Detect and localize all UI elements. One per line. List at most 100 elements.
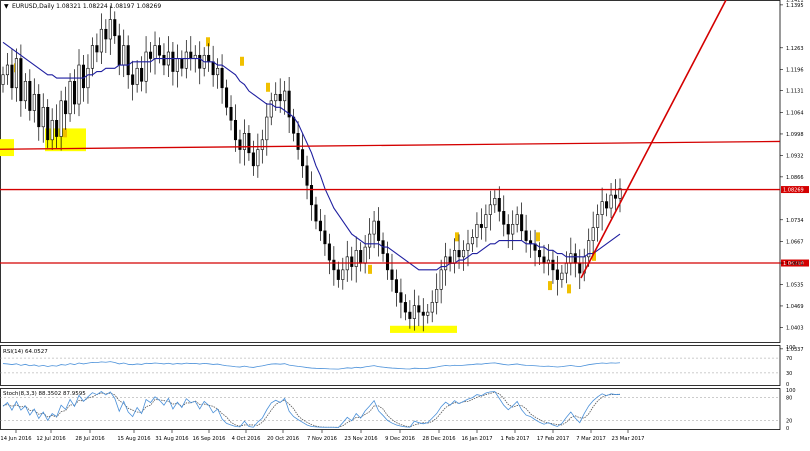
candle-body	[144, 51, 148, 82]
candle-body	[278, 93, 282, 102]
time-tick-label: 9 Dec 2016	[385, 436, 415, 442]
candle-body	[59, 100, 63, 137]
candle-body	[238, 139, 242, 150]
time-axis: 14 Jun 2016 12 Jul 2016 28 Jul 2016 15 Aug …	[0, 430, 644, 442]
candle-body	[5, 64, 10, 76]
candle-body	[493, 198, 497, 206]
rising-trend-line	[580, 0, 727, 279]
candle-series	[1, 5, 622, 332]
moving-average-line	[2, 41, 621, 271]
price-tick-label: 1.1263	[786, 46, 804, 52]
candle-body	[220, 67, 224, 89]
candle-body	[104, 28, 108, 40]
candle-body	[19, 58, 23, 102]
candle-body	[426, 311, 430, 316]
rsi-scale-label: 70	[786, 356, 792, 362]
candle-body	[242, 132, 246, 150]
rsi-label: RSI(14) 64.0527	[3, 349, 48, 355]
candle-body	[81, 64, 86, 89]
price-tick-label: 1.0337	[786, 347, 804, 353]
candle-body	[502, 211, 506, 225]
time-tick-label: 4 Oct 2016	[232, 436, 261, 442]
stoch-panel-frame	[0, 388, 781, 430]
time-tick-label: 14 Jun 2016	[0, 436, 31, 442]
candle-body	[551, 259, 555, 271]
price-tick-label: 1.0535	[786, 282, 804, 288]
candle-body	[32, 93, 36, 111]
candle-body	[211, 61, 215, 76]
price-tag	[781, 186, 809, 194]
price-tick-label: 1.0932	[786, 153, 804, 159]
rsi-panel-frame	[0, 345, 781, 386]
candle-body	[560, 272, 564, 280]
candle-body	[341, 269, 345, 280]
candle-body	[37, 93, 41, 128]
candle-body	[126, 45, 130, 76]
main-panel-frame	[0, 0, 781, 343]
candle-body	[260, 139, 264, 150]
panel-frames	[0, 0, 781, 430]
candle-body	[327, 243, 331, 261]
candle-body	[122, 45, 126, 66]
stoch-label: Stoch(8,3,3) 88.3502 87.9595	[3, 391, 86, 397]
rsi-panel: 100 70 30 0	[0, 345, 796, 388]
time-tick-label: 28 Dec 2016	[422, 436, 455, 442]
candle-body	[555, 269, 559, 280]
rsi-line	[2, 361, 621, 370]
candle-body	[332, 259, 336, 271]
candle-body	[587, 240, 591, 258]
candle-body	[14, 58, 18, 89]
rsi-scale-label: 100	[786, 345, 796, 351]
candle-body	[350, 256, 354, 267]
candle-body	[41, 106, 45, 128]
candle-body	[479, 224, 483, 228]
candle-body	[198, 54, 202, 69]
time-tick-label: 23 Nov 2016	[344, 436, 377, 442]
candle-body	[430, 302, 434, 313]
candle-body	[461, 250, 466, 258]
candle-body	[135, 67, 139, 85]
candle-body	[314, 204, 318, 222]
candle-body	[207, 54, 211, 63]
symbol-dropdown-icon[interactable]: ▼	[4, 3, 9, 10]
candle-body	[149, 51, 153, 59]
candle-body	[108, 19, 112, 40]
price-tag-label: 1.06010	[783, 261, 804, 267]
price-tick-label: 1.1411	[786, 0, 804, 4]
candle-body	[336, 269, 340, 280]
highlight-marker	[368, 264, 372, 274]
candle-body	[403, 302, 407, 313]
time-tick-label: 20 Oct 2016	[267, 436, 299, 442]
highlight-marker	[536, 232, 540, 242]
time-tick-label: 16 Jan 2017	[461, 436, 492, 442]
time-tick-label: 17 Feb 2017	[537, 436, 569, 442]
candle-body	[511, 224, 515, 235]
highlight-marker	[548, 281, 552, 291]
candle-body	[28, 80, 32, 111]
candle-body	[600, 201, 604, 215]
candle-body	[368, 233, 372, 248]
candle-body	[457, 250, 461, 258]
highlight-marker	[240, 56, 244, 66]
candle-body	[609, 194, 613, 209]
price-tick-label: 1.1196	[786, 68, 804, 74]
candle-body	[439, 269, 443, 290]
candle-body	[515, 214, 519, 225]
candle-body	[470, 237, 474, 245]
candle-body	[225, 87, 229, 108]
stoch-panel: 100 80 20 0	[0, 388, 796, 432]
candle-body	[385, 253, 390, 271]
time-tick-label: 31 Aug 2016	[155, 436, 188, 442]
candle-body	[55, 119, 59, 137]
candle-body	[596, 214, 600, 228]
candle-body	[296, 132, 300, 150]
stoch-scale-label: 0	[786, 426, 789, 432]
candle-body	[520, 214, 524, 232]
candle-body	[274, 93, 278, 102]
candle-body	[448, 256, 452, 264]
price-tick-label: 1.0667	[786, 240, 804, 246]
candle-body	[131, 74, 135, 85]
highlight-marker	[455, 232, 459, 242]
